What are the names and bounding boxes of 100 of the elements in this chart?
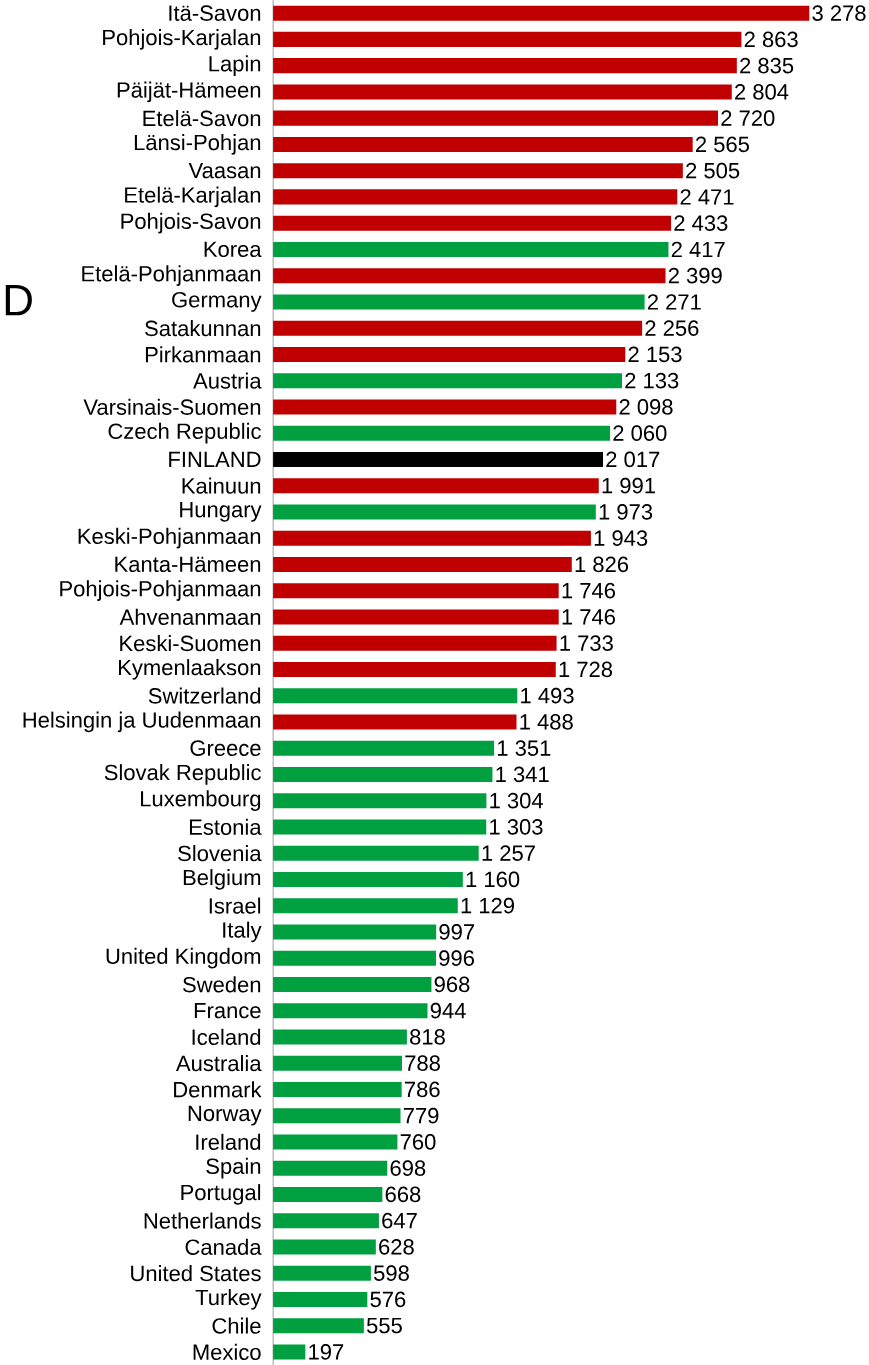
y-tick-label: Keski-Suomen <box>120 635 260 652</box>
data-label: 2 804 <box>734 84 789 100</box>
bar <box>272 189 678 205</box>
data-label: 1 826 <box>575 556 628 573</box>
bar <box>272 1344 306 1360</box>
y-tick-label: Denmark <box>173 1081 262 1098</box>
data-label: 1 493 <box>521 687 574 704</box>
y-tick-label: Turkey <box>195 1289 262 1310</box>
bar <box>272 1265 371 1281</box>
text: D <box>5 284 32 316</box>
bar <box>272 924 437 940</box>
y-tick-label: Pohjois-Savon <box>121 212 260 234</box>
y-tick-label: Ahvenanmaan <box>119 608 260 625</box>
bar <box>272 504 596 520</box>
y-tick-label: Australia <box>175 1055 262 1072</box>
data-label: 1 160 <box>466 871 520 888</box>
bar <box>272 635 557 651</box>
data-label: 786 <box>404 1081 440 1098</box>
bar <box>272 31 742 47</box>
data-label: 3 278 <box>812 5 866 21</box>
y-tick-label: Länsi-Pohjan <box>134 134 260 155</box>
bar <box>272 58 737 74</box>
y-tick-label: Pohjois-Karjalan <box>102 29 260 50</box>
y-tick-label: Slovak Republic <box>104 764 261 785</box>
data-label: 1 129 <box>461 897 514 914</box>
data-label: 2 720 <box>721 110 775 126</box>
bar <box>272 215 671 231</box>
data-label: 628 <box>378 1239 414 1255</box>
bar <box>272 740 494 756</box>
bar <box>272 530 591 546</box>
bar <box>272 1003 428 1019</box>
data-label: 2 153 <box>628 346 682 363</box>
y-tick-label: Itä-Savon <box>169 5 260 21</box>
data-label: 1 746 <box>562 582 615 599</box>
y-tick-label: FINLAND <box>169 451 261 467</box>
y-tick-label: Korea <box>204 241 262 258</box>
data-label: 698 <box>390 1160 426 1176</box>
y-tick-label: Ireland <box>196 1133 260 1150</box>
bar <box>272 399 617 415</box>
y-tick-label: Keski-Pohjanmaan <box>78 527 260 549</box>
y-tick-label: Chile <box>212 1317 261 1334</box>
y-tick-label: Switzerland <box>148 687 260 704</box>
y-tick-label: Greece <box>190 740 261 756</box>
y-tick-label: Etelä-Karjalan <box>124 186 260 208</box>
y-tick-label: Italy <box>223 921 262 943</box>
bar <box>272 5 810 21</box>
data-label: 2 835 <box>739 57 793 74</box>
y-tick-label: United States <box>130 1265 261 1282</box>
data-label: 788 <box>405 1055 440 1071</box>
y-tick-label: Helsingin ja Uudenmaan <box>23 711 260 733</box>
y-tick-label: Iceland <box>192 1028 260 1045</box>
bar <box>272 1055 402 1071</box>
bar <box>272 451 603 467</box>
bar <box>272 556 572 572</box>
data-label: 2 417 <box>671 241 725 258</box>
bar <box>272 1239 376 1255</box>
bar <box>272 294 645 310</box>
bar <box>272 110 718 126</box>
bar <box>272 425 610 441</box>
bar <box>272 1291 368 1307</box>
bar <box>272 1081 402 1097</box>
bar <box>272 136 693 152</box>
bar <box>272 1213 379 1229</box>
data-label: 2 060 <box>613 425 667 441</box>
y-tick-label: Luxembourg <box>140 790 260 811</box>
data-label: 968 <box>434 976 470 993</box>
bar <box>272 268 666 284</box>
data-label: 2 399 <box>668 267 722 284</box>
bar <box>272 845 479 861</box>
data-label: 1 728 <box>559 661 612 678</box>
bar <box>272 793 487 809</box>
y-tick-label: Germany <box>172 291 262 312</box>
y-tick-label: Vaasan <box>188 162 260 179</box>
data-label: 2 505 <box>686 162 740 179</box>
bar <box>272 976 432 992</box>
data-label: 2 863 <box>744 31 798 48</box>
bar <box>272 1029 407 1045</box>
y-tick-label: Israel <box>209 897 260 914</box>
data-label: 1 991 <box>602 477 655 494</box>
data-label: 576 <box>370 1291 406 1308</box>
y-tick-label: Lapin <box>209 55 260 76</box>
y-tick-label: Päijät-Hämeen <box>117 81 260 103</box>
y-tick-label: Mexico <box>193 1343 261 1360</box>
y-tick-label: Satakunnan <box>144 320 260 337</box>
data-label: 647 <box>382 1212 417 1229</box>
bar <box>272 766 493 782</box>
bar <box>272 1134 398 1150</box>
data-label: 779 <box>403 1107 439 1124</box>
y-tick-label: Varsinais-Suomen <box>83 398 260 415</box>
data-label: 997 <box>439 924 474 940</box>
y-tick-label: Pohjois-Pohjanmaan <box>60 580 260 601</box>
data-label: 598 <box>373 1265 409 1281</box>
y-tick-label: Spain <box>206 1157 260 1179</box>
data-label: 996 <box>439 950 474 966</box>
data-label: 668 <box>385 1186 421 1203</box>
data-label: 2 271 <box>647 294 701 310</box>
y-tick-label: Kainuun <box>182 477 260 494</box>
y-tick-label: Canada <box>185 1238 262 1255</box>
y-tick-label: France <box>194 1002 261 1019</box>
bar <box>272 583 559 599</box>
